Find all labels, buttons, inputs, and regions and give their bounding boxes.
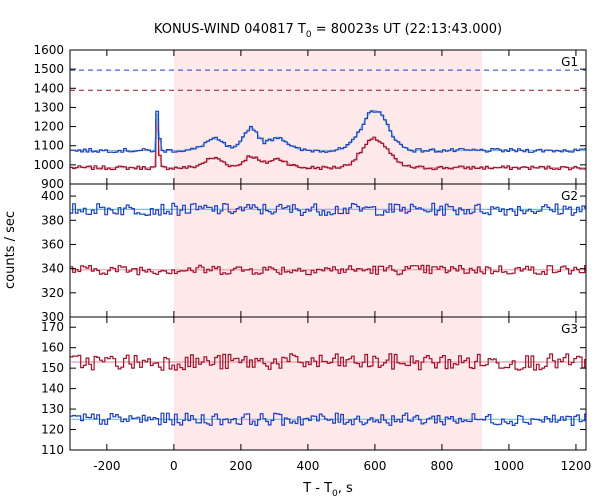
y-axis-label: counts / sec (3, 211, 18, 289)
y-tick-label: 1300 (33, 100, 64, 114)
y-tick-label: 360 (41, 237, 64, 251)
y-tick-label: 340 (41, 262, 64, 276)
panel-G1: 900 1000 1100 1200 1300 1400 1500 1600 G1 (33, 43, 587, 191)
y-tick-label: 1600 (33, 43, 64, 57)
x-tick-label: -200 (93, 459, 120, 473)
plot-area: 9001000110012001300140015001600G13003203… (33, 43, 591, 473)
panel-label: G2 (561, 189, 578, 203)
y-tick-label: 1000 (33, 158, 64, 172)
series-line (70, 264, 586, 276)
y-tick-label: 140 (41, 382, 64, 396)
y-tick-label: 1500 (33, 62, 64, 76)
y-tick-label: 380 (41, 213, 64, 227)
panel-G3: 110 120 130 140 150 160 170 G3 (41, 316, 587, 457)
y-tick-label: 400 (41, 189, 64, 203)
x-tick-label: 400 (296, 459, 319, 473)
panel-frame (69, 316, 587, 451)
y-tick-label: 110 (41, 443, 64, 457)
y-tick-label: 150 (41, 361, 64, 375)
x-tick-label: 1000 (494, 459, 525, 473)
x-axis-label: T - T0, s (302, 481, 353, 499)
panel-label: G3 (561, 322, 578, 336)
panel-label: G1 (561, 55, 578, 69)
y-tick-label: 1400 (33, 81, 64, 95)
y-tick-label: 160 (41, 341, 64, 355)
x-tick-label: 0 (170, 459, 178, 473)
series-line (70, 412, 586, 426)
y-tick-label: 900 (41, 177, 64, 191)
series-line (70, 110, 586, 153)
y-tick-label: 1200 (33, 120, 64, 134)
x-tick-label: 200 (229, 459, 252, 473)
chart-title: KONUS-WIND 040817 T0 = 80023s UT (22:13:… (154, 22, 502, 40)
shaded-interval (173, 50, 483, 450)
y-tick-label: 170 (41, 320, 64, 334)
series-line (70, 353, 586, 371)
y-tick-label: 130 (41, 402, 64, 416)
y-tick-label: 1100 (33, 139, 64, 153)
y-tick-label: 320 (41, 286, 64, 300)
x-tick-label: 800 (430, 459, 453, 473)
series-line (70, 202, 586, 216)
panel-G2: 300 320 340 360 380 400 G2 (41, 183, 587, 324)
x-tick-label: 1200 (561, 459, 592, 473)
x-tick-label: 600 (363, 459, 386, 473)
y-tick-label: 120 (41, 423, 64, 437)
y-tick-label: 300 (41, 310, 64, 324)
